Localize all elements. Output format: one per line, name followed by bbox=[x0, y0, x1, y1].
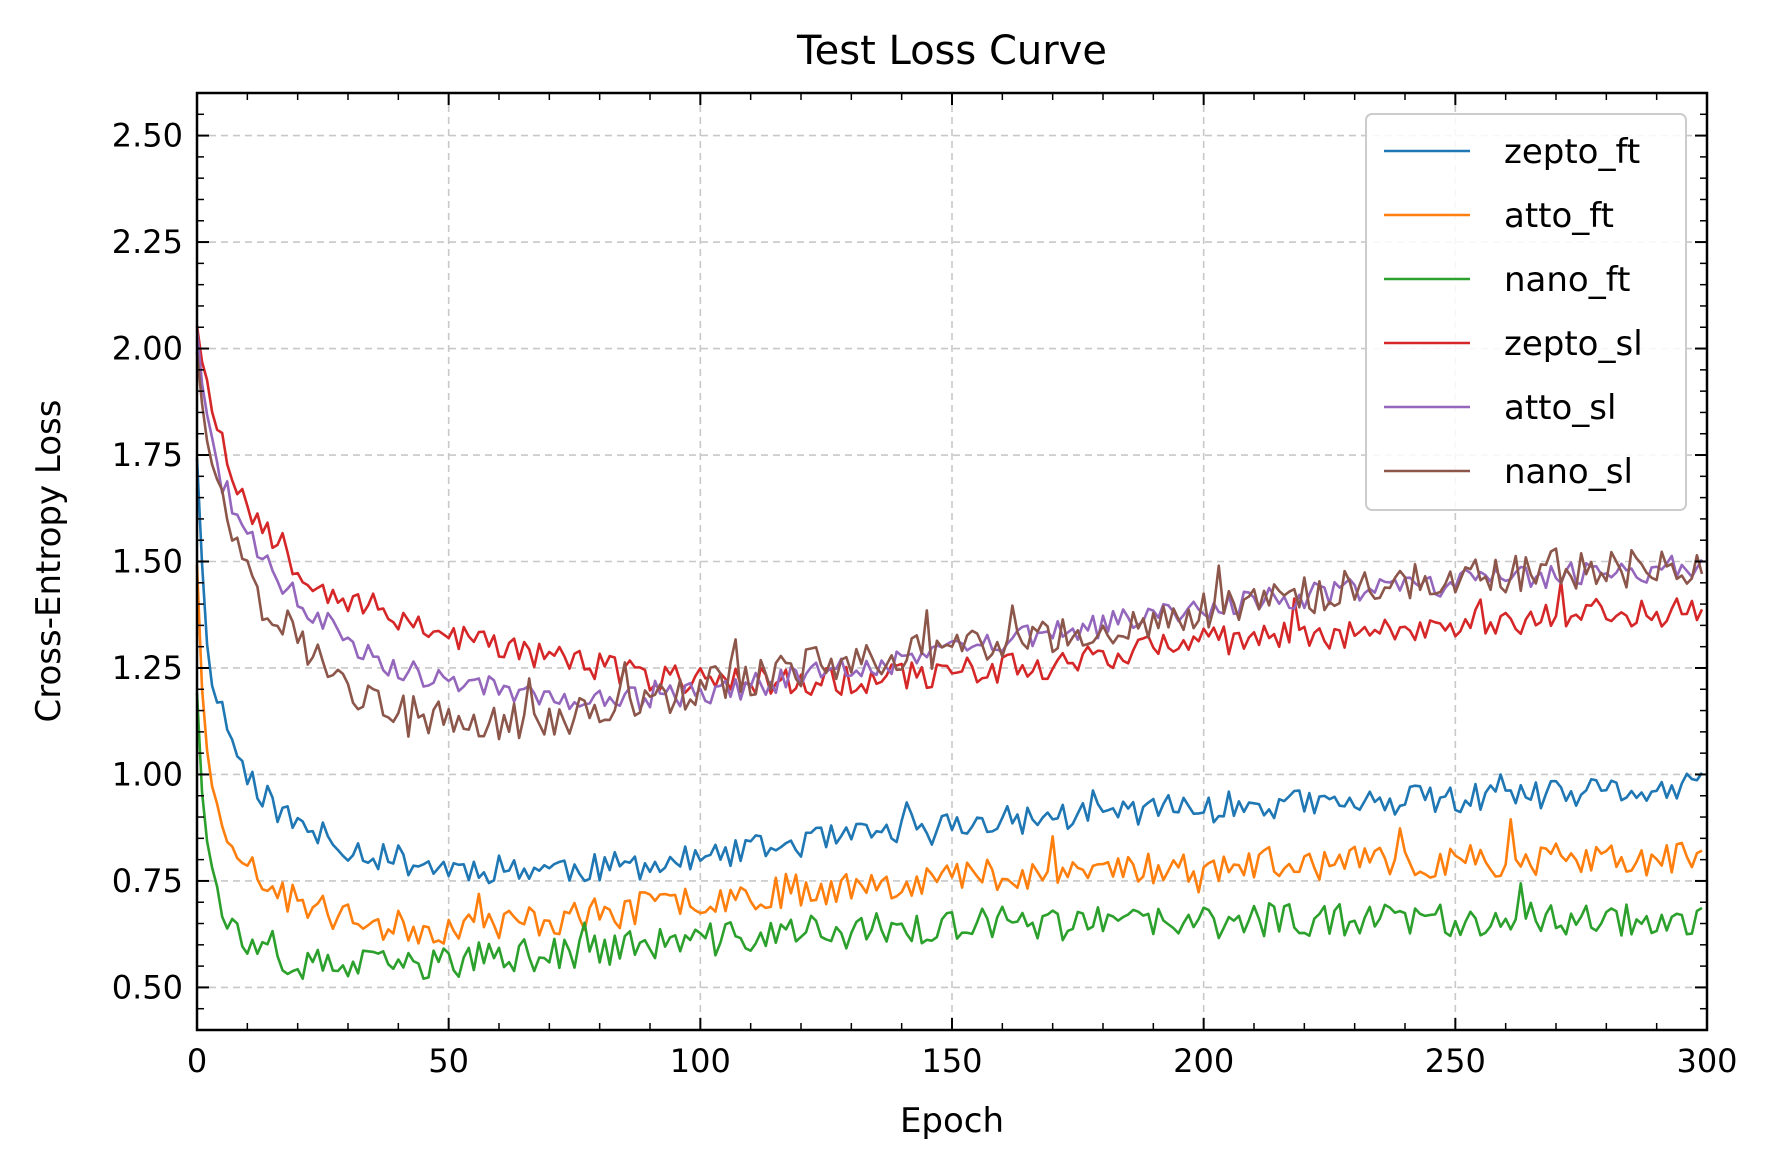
y-tick-label: 1.25 bbox=[112, 649, 183, 687]
series-line-atto_sl bbox=[195, 329, 1704, 712]
y-tick-label: 1.75 bbox=[112, 436, 183, 474]
legend-label: nano_ft bbox=[1504, 260, 1630, 300]
legend-label: atto_ft bbox=[1504, 196, 1614, 236]
series-line-atto_ft bbox=[195, 564, 1703, 945]
y-tick-label: 1.50 bbox=[112, 543, 183, 581]
x-tick-label: 300 bbox=[1676, 1042, 1737, 1080]
x-tick-label: 200 bbox=[1173, 1042, 1234, 1080]
x-axis-label: Epoch bbox=[900, 1101, 1004, 1141]
y-axis-label: Cross-Entropy Loss bbox=[29, 400, 69, 723]
x-tick-label: 0 bbox=[187, 1042, 207, 1080]
series-layer bbox=[195, 325, 1704, 980]
ticks bbox=[196, 92, 1708, 1031]
legend-label: nano_sl bbox=[1504, 452, 1633, 492]
y-tick-label: 2.50 bbox=[112, 117, 183, 155]
legend-label: zepto_ft bbox=[1504, 132, 1640, 172]
x-tick-label: 250 bbox=[1425, 1042, 1486, 1080]
legend-label: zepto_sl bbox=[1504, 324, 1643, 364]
tick-labels: 0 50 100 150 200 250 300 0.50 0.75 1.00 1.25 1.50 1.… bbox=[112, 117, 1738, 1080]
series-line-zepto_sl bbox=[195, 325, 1704, 696]
series-line-nano_sl bbox=[195, 351, 1704, 741]
x-tick-label: 100 bbox=[670, 1042, 731, 1080]
legend-frame bbox=[1365, 113, 1687, 511]
series-line-nano_ft bbox=[195, 692, 1703, 980]
y-tick-label: 2.00 bbox=[112, 330, 183, 368]
y-tick-label: 0.75 bbox=[112, 862, 183, 900]
x-tick-label: 150 bbox=[921, 1042, 982, 1080]
y-tick-label: 2.25 bbox=[112, 223, 183, 261]
chart-title: Test Loss Curve bbox=[796, 28, 1107, 74]
legend-label: atto_sl bbox=[1504, 388, 1616, 428]
series-line-zepto_ft bbox=[195, 458, 1704, 885]
y-tick-label: 1.00 bbox=[112, 755, 183, 793]
legend: zepto_ft atto_ft nano_ft zepto_sl atto_slnan… bbox=[1365, 113, 1687, 511]
x-tick-label: 50 bbox=[428, 1042, 469, 1080]
y-tick-label: 0.50 bbox=[112, 968, 183, 1006]
